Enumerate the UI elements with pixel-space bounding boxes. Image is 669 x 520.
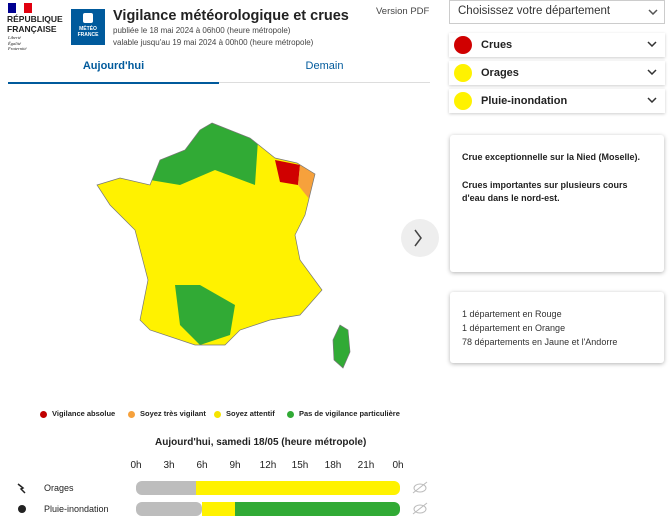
accordion-item[interactable]: Crues [449, 33, 665, 57]
republique: RÉPUBLIQUE FRANÇAISE [7, 14, 63, 34]
hour: 0h [130, 460, 142, 471]
legend-item: Soyez attentif [214, 409, 275, 418]
counts-box: 1 département en Rouge 1 département en … [450, 292, 664, 363]
valid: valable jusqu'au 19 mai 2024 à 00h00 (he… [113, 38, 314, 47]
legend-item: Pas de vigilance particulière [287, 409, 400, 418]
info-text: Crue exceptionnelle sur la Nied (Moselle… [462, 152, 641, 162]
timeline-title: Aujourd'hui, samedi 18/05 (heure métropo… [155, 437, 367, 448]
count: 78 départements en Jaune et l'Andorre [462, 337, 618, 347]
text: RÉPUBLIQUE [7, 14, 63, 24]
hour: 12h [259, 460, 277, 471]
row-label: Pluie-inondation [44, 504, 109, 514]
text: Liberté [8, 35, 21, 40]
timeline [17, 481, 428, 516]
select-label: Choisissez votre département [458, 5, 611, 17]
accordion-label: Pluie-inondation [481, 95, 568, 107]
published: publiée le 18 mai 2024 à 06h00 (heure mé… [113, 26, 291, 35]
accordion-item[interactable]: Orages [449, 61, 665, 85]
next-button[interactable] [401, 219, 439, 257]
map [96, 122, 439, 369]
legend-item: Soyez très vigilant [128, 409, 206, 418]
text: Fraternité [8, 46, 27, 51]
pdf-link[interactable]: Version PDF [376, 6, 430, 17]
text: FRANCE [77, 32, 99, 38]
text: FRANÇAISE [7, 24, 57, 34]
count: 1 département en Orange [462, 323, 566, 333]
meteo-logo: MÉTÉO FRANCE [71, 9, 105, 45]
text: Égalité [8, 40, 21, 46]
legend-label: Vigilance absolue [52, 409, 116, 418]
legend-label: Soyez très vigilant [140, 409, 206, 418]
info-box: Crue exceptionnelle sur la Nied (Moselle… [450, 135, 664, 272]
hour: 21h [357, 460, 375, 471]
count: 1 département en Rouge [462, 309, 562, 319]
title: Vigilance météorologique et crues [113, 8, 349, 24]
text: MÉTÉO [79, 26, 97, 32]
hour: 18h [324, 460, 342, 471]
legend-item: Vigilance absolue [40, 409, 115, 418]
tab-label: Demain [305, 60, 344, 72]
hour: 6h [196, 460, 208, 471]
flag [8, 3, 32, 13]
tab[interactable]: Aujourd'hui [8, 60, 219, 84]
row-label: Orages [44, 483, 74, 493]
legend-label: Soyez attentif [226, 409, 275, 418]
accordion-label: Crues [481, 39, 513, 51]
accordion-item[interactable]: Pluie-inondation [449, 89, 665, 113]
legend-label: Pas de vigilance particulière [299, 409, 400, 418]
accordion-label: Orages [481, 67, 519, 79]
motto: Liberté Égalité Fraternité [8, 35, 27, 52]
tab-label: Aujourd'hui [82, 60, 145, 72]
info-text: Crues importantes sur plusieurs cours d'… [462, 180, 628, 203]
hour: 0h [392, 460, 404, 471]
tab[interactable]: Demain [219, 60, 430, 83]
select[interactable]: Choisissez votre département [449, 0, 665, 24]
hour: 9h [229, 460, 241, 471]
hour: 15h [291, 460, 309, 471]
hour: 3h [163, 460, 175, 471]
